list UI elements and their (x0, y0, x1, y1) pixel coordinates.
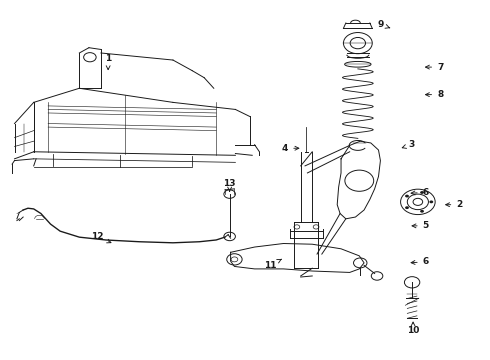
Text: 9: 9 (378, 20, 390, 29)
Text: 11: 11 (264, 259, 281, 270)
Circle shape (405, 195, 409, 198)
Text: 10: 10 (407, 322, 419, 336)
Circle shape (405, 206, 409, 209)
Circle shape (420, 210, 424, 213)
Text: 5: 5 (412, 221, 429, 230)
Text: 1: 1 (105, 54, 111, 69)
Text: 13: 13 (223, 179, 236, 191)
Text: 2: 2 (446, 200, 463, 209)
Text: 7: 7 (425, 63, 443, 72)
Text: 6: 6 (411, 257, 429, 266)
Circle shape (420, 191, 424, 194)
Text: 12: 12 (91, 232, 111, 243)
Text: 4: 4 (282, 144, 299, 153)
Text: 3: 3 (402, 140, 415, 149)
Text: 8: 8 (425, 90, 443, 99)
Circle shape (429, 201, 433, 203)
Text: 6: 6 (411, 188, 429, 197)
